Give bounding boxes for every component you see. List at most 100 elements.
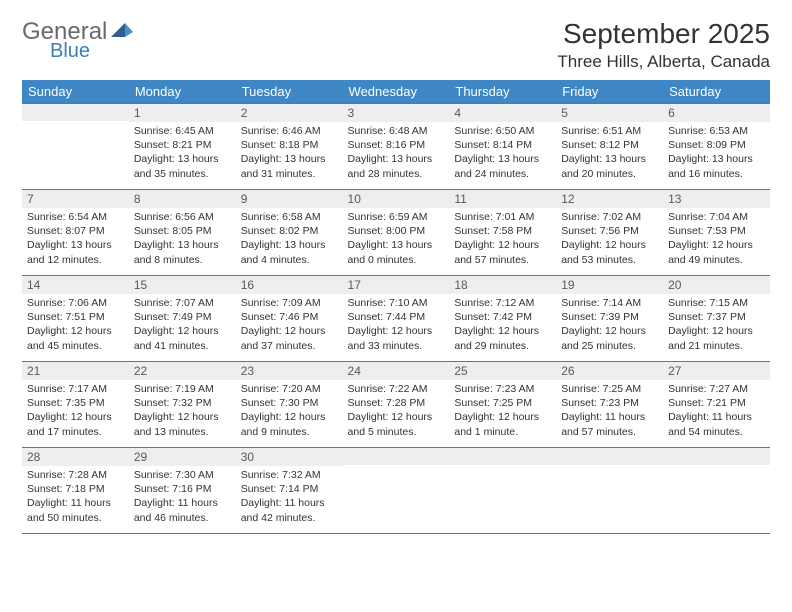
daylight-line1: Daylight: 12 hours <box>454 238 551 252</box>
daylight-line1: Daylight: 11 hours <box>668 410 765 424</box>
daylight-line2: and 13 minutes. <box>134 425 231 439</box>
daylight-line1: Daylight: 12 hours <box>348 410 445 424</box>
weekday-header: Wednesday <box>343 80 450 104</box>
sunrise-text: Sunrise: 6:46 AM <box>241 124 338 138</box>
sunrise-text: Sunrise: 6:53 AM <box>668 124 765 138</box>
sunset-text: Sunset: 8:07 PM <box>27 224 124 238</box>
sunset-text: Sunset: 7:44 PM <box>348 310 445 324</box>
daylight-line2: and 1 minute. <box>454 425 551 439</box>
calendar-cell: 2Sunrise: 6:46 AMSunset: 8:18 PMDaylight… <box>236 104 343 190</box>
empty-day-header <box>22 104 129 121</box>
daylight-line1: Daylight: 12 hours <box>134 410 231 424</box>
sunrise-text: Sunrise: 6:50 AM <box>454 124 551 138</box>
daylight-line1: Daylight: 12 hours <box>668 324 765 338</box>
day-number: 16 <box>236 276 343 294</box>
daylight-line1: Daylight: 11 hours <box>241 496 338 510</box>
sunset-text: Sunset: 7:28 PM <box>348 396 445 410</box>
day-details: Sunrise: 6:48 AMSunset: 8:16 PMDaylight:… <box>343 122 450 185</box>
daylight-line1: Daylight: 12 hours <box>561 324 658 338</box>
day-number: 20 <box>663 276 770 294</box>
daylight-line2: and 28 minutes. <box>348 167 445 181</box>
daylight-line2: and 20 minutes. <box>561 167 658 181</box>
calendar-cell: 29Sunrise: 7:30 AMSunset: 7:16 PMDayligh… <box>129 448 236 534</box>
calendar-cell <box>343 448 450 534</box>
calendar-cell: 15Sunrise: 7:07 AMSunset: 7:49 PMDayligh… <box>129 276 236 362</box>
calendar-cell: 22Sunrise: 7:19 AMSunset: 7:32 PMDayligh… <box>129 362 236 448</box>
daylight-line2: and 29 minutes. <box>454 339 551 353</box>
sunset-text: Sunset: 7:42 PM <box>454 310 551 324</box>
sunset-text: Sunset: 7:58 PM <box>454 224 551 238</box>
sunset-text: Sunset: 7:14 PM <box>241 482 338 496</box>
weekday-header: Friday <box>556 80 663 104</box>
daylight-line2: and 35 minutes. <box>134 167 231 181</box>
sunrise-text: Sunrise: 6:45 AM <box>134 124 231 138</box>
daylight-line1: Daylight: 13 hours <box>241 238 338 252</box>
day-number: 13 <box>663 190 770 208</box>
sunrise-text: Sunrise: 7:02 AM <box>561 210 658 224</box>
day-number: 8 <box>129 190 236 208</box>
daylight-line1: Daylight: 12 hours <box>454 410 551 424</box>
day-details: Sunrise: 7:04 AMSunset: 7:53 PMDaylight:… <box>663 208 770 271</box>
daylight-line2: and 17 minutes. <box>27 425 124 439</box>
sunrise-text: Sunrise: 7:14 AM <box>561 296 658 310</box>
daylight-line1: Daylight: 11 hours <box>561 410 658 424</box>
day-details: Sunrise: 7:22 AMSunset: 7:28 PMDaylight:… <box>343 380 450 443</box>
day-details: Sunrise: 6:46 AMSunset: 8:18 PMDaylight:… <box>236 122 343 185</box>
day-number: 26 <box>556 362 663 380</box>
day-number: 18 <box>449 276 556 294</box>
sunset-text: Sunset: 7:30 PM <box>241 396 338 410</box>
sunset-text: Sunset: 7:32 PM <box>134 396 231 410</box>
day-details: Sunrise: 7:06 AMSunset: 7:51 PMDaylight:… <box>22 294 129 357</box>
daylight-line2: and 54 minutes. <box>668 425 765 439</box>
calendar-cell: 17Sunrise: 7:10 AMSunset: 7:44 PMDayligh… <box>343 276 450 362</box>
daylight-line1: Daylight: 13 hours <box>348 238 445 252</box>
daylight-line1: Daylight: 11 hours <box>27 496 124 510</box>
daylight-line2: and 45 minutes. <box>27 339 124 353</box>
calendar-cell: 1Sunrise: 6:45 AMSunset: 8:21 PMDaylight… <box>129 104 236 190</box>
daylight-line2: and 4 minutes. <box>241 253 338 267</box>
month-title: September 2025 <box>557 18 770 50</box>
day-number: 11 <box>449 190 556 208</box>
day-details: Sunrise: 7:23 AMSunset: 7:25 PMDaylight:… <box>449 380 556 443</box>
day-number: 4 <box>449 104 556 122</box>
sunset-text: Sunset: 8:09 PM <box>668 138 765 152</box>
sunset-text: Sunset: 8:21 PM <box>134 138 231 152</box>
day-details: Sunrise: 7:25 AMSunset: 7:23 PMDaylight:… <box>556 380 663 443</box>
daylight-line2: and 24 minutes. <box>454 167 551 181</box>
day-details: Sunrise: 7:20 AMSunset: 7:30 PMDaylight:… <box>236 380 343 443</box>
daylight-line1: Daylight: 13 hours <box>27 238 124 252</box>
sunset-text: Sunset: 7:23 PM <box>561 396 658 410</box>
calendar-cell: 18Sunrise: 7:12 AMSunset: 7:42 PMDayligh… <box>449 276 556 362</box>
day-details: Sunrise: 7:10 AMSunset: 7:44 PMDaylight:… <box>343 294 450 357</box>
title-block: September 2025 Three Hills, Alberta, Can… <box>557 18 770 72</box>
daylight-line1: Daylight: 12 hours <box>561 238 658 252</box>
sunrise-text: Sunrise: 7:15 AM <box>668 296 765 310</box>
sunrise-text: Sunrise: 7:32 AM <box>241 468 338 482</box>
calendar-body: 1Sunrise: 6:45 AMSunset: 8:21 PMDaylight… <box>22 104 770 534</box>
day-details: Sunrise: 7:30 AMSunset: 7:16 PMDaylight:… <box>129 466 236 529</box>
calendar-row: 14Sunrise: 7:06 AMSunset: 7:51 PMDayligh… <box>22 276 770 362</box>
day-details: Sunrise: 7:17 AMSunset: 7:35 PMDaylight:… <box>22 380 129 443</box>
sunrise-text: Sunrise: 7:17 AM <box>27 382 124 396</box>
day-details: Sunrise: 7:15 AMSunset: 7:37 PMDaylight:… <box>663 294 770 357</box>
calendar-cell <box>556 448 663 534</box>
sunset-text: Sunset: 7:51 PM <box>27 310 124 324</box>
day-number: 12 <box>556 190 663 208</box>
daylight-line1: Daylight: 12 hours <box>241 324 338 338</box>
sunset-text: Sunset: 8:05 PM <box>134 224 231 238</box>
calendar-cell: 24Sunrise: 7:22 AMSunset: 7:28 PMDayligh… <box>343 362 450 448</box>
day-details: Sunrise: 7:07 AMSunset: 7:49 PMDaylight:… <box>129 294 236 357</box>
daylight-line2: and 53 minutes. <box>561 253 658 267</box>
empty-day-header <box>449 448 556 465</box>
sunrise-text: Sunrise: 7:22 AM <box>348 382 445 396</box>
sunset-text: Sunset: 8:02 PM <box>241 224 338 238</box>
daylight-line1: Daylight: 12 hours <box>27 324 124 338</box>
day-number: 22 <box>129 362 236 380</box>
day-details: Sunrise: 6:56 AMSunset: 8:05 PMDaylight:… <box>129 208 236 271</box>
day-details: Sunrise: 7:02 AMSunset: 7:56 PMDaylight:… <box>556 208 663 271</box>
day-details: Sunrise: 7:32 AMSunset: 7:14 PMDaylight:… <box>236 466 343 529</box>
day-number: 5 <box>556 104 663 122</box>
day-number: 15 <box>129 276 236 294</box>
sunset-text: Sunset: 7:25 PM <box>454 396 551 410</box>
day-number: 28 <box>22 448 129 466</box>
